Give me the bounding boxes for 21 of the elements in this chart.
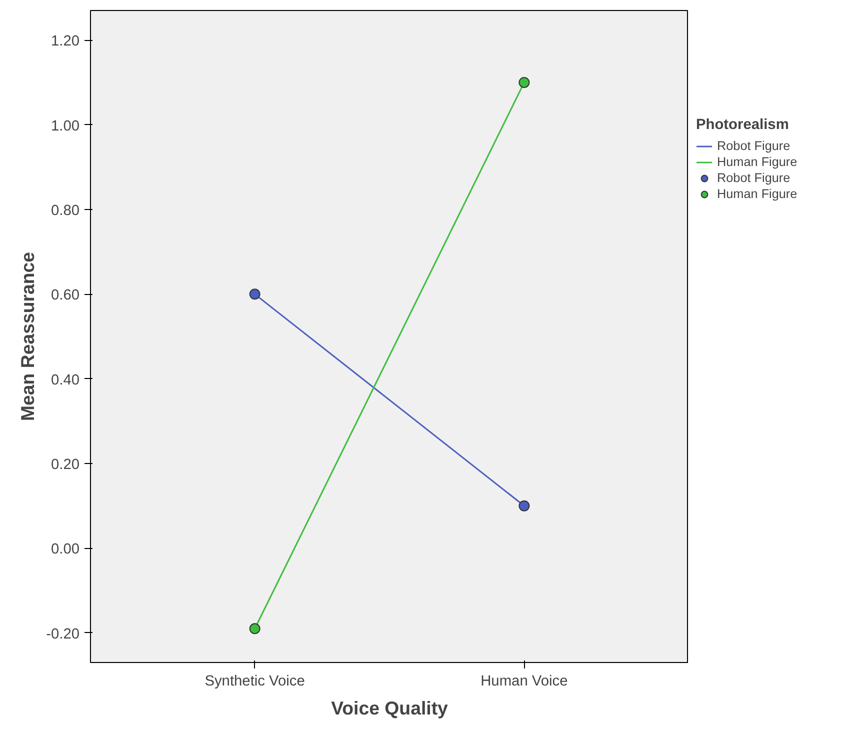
x-tick-label: Synthetic Voice bbox=[204, 674, 305, 690]
point bbox=[518, 76, 530, 88]
point bbox=[249, 288, 260, 300]
legend-title: Photorealism bbox=[696, 117, 790, 133]
y-tick-label: 0.60 bbox=[50, 288, 80, 304]
y-tick-label: 0.80 bbox=[50, 202, 80, 219]
y-tick-label: -0.20 bbox=[46, 626, 80, 642]
x-axis-title: Voice Quality bbox=[331, 698, 449, 718]
y-axis-title: Mean Reassurance bbox=[17, 252, 38, 422]
text: Robot Figure bbox=[717, 139, 790, 153]
text: Human Figure bbox=[717, 187, 798, 201]
y-tick-label: 1.20 bbox=[50, 34, 80, 50]
y-tick-label: 1.00 bbox=[50, 118, 80, 134]
y-tick-label: 0.20 bbox=[50, 457, 80, 474]
y-tick-label: 0.40 bbox=[50, 372, 80, 388]
legend-label: Robot Figure bbox=[717, 170, 790, 186]
legend-label: Human Figure bbox=[717, 154, 798, 170]
y-tick-label: 0.00 bbox=[50, 542, 80, 558]
point bbox=[249, 623, 260, 634]
point bbox=[518, 500, 530, 512]
x-tick-label: Human Voice bbox=[480, 674, 568, 690]
